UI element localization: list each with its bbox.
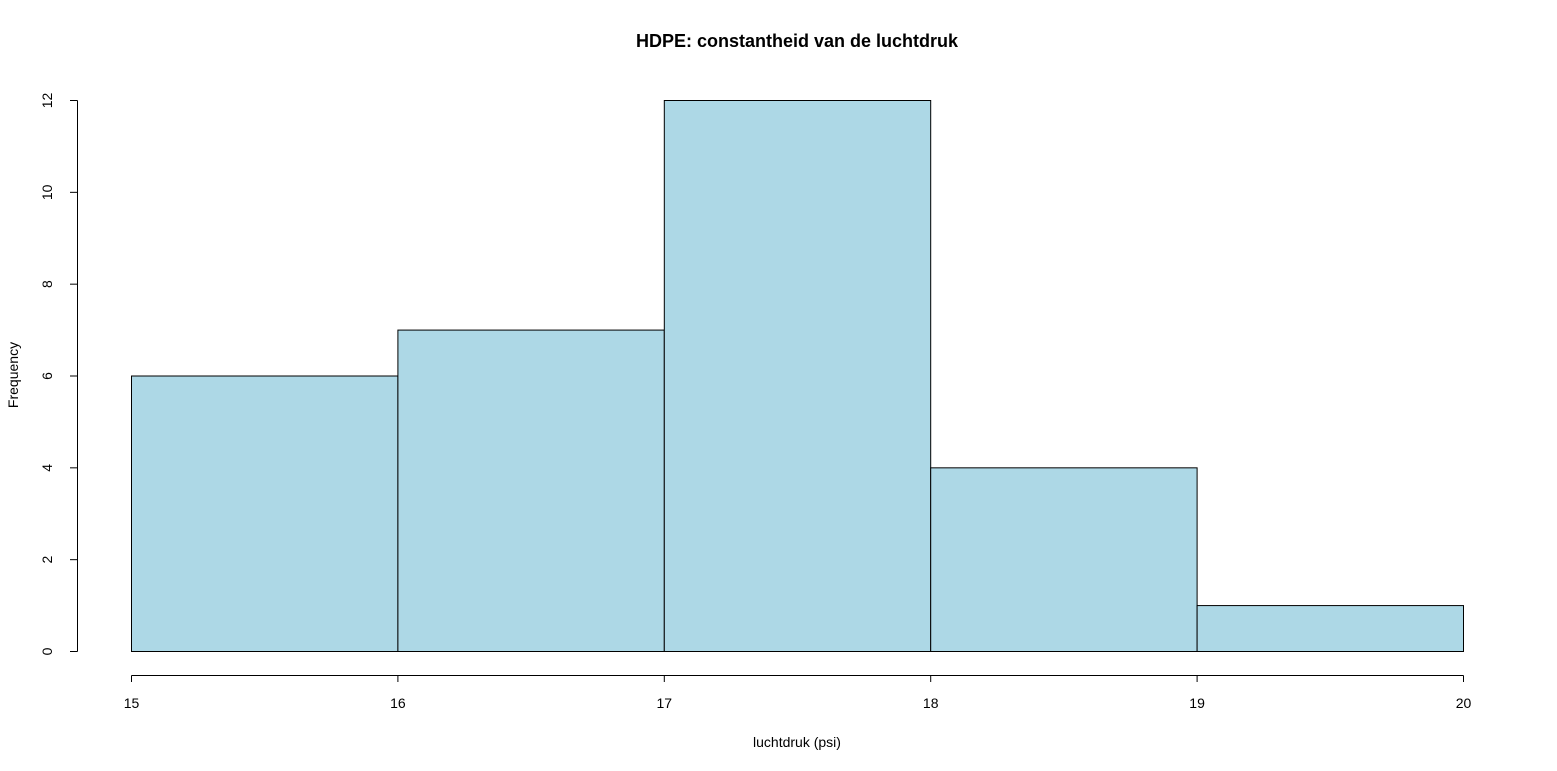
y-axis: 0 2 4 6 8 10 12 bbox=[39, 93, 78, 655]
chart-title: HDPE: constantheid van de luchtdruk bbox=[636, 31, 959, 51]
y-axis-label: Frequency bbox=[5, 342, 21, 408]
y-tick-label: 6 bbox=[39, 372, 55, 380]
y-tick-label: 10 bbox=[39, 184, 55, 200]
histogram-bar bbox=[663, 100, 932, 652]
histogram-bar bbox=[131, 375, 399, 652]
y-tick-label: 0 bbox=[39, 647, 55, 655]
y-tick-label: 8 bbox=[39, 280, 55, 288]
x-tick-label: 20 bbox=[1456, 695, 1472, 711]
x-tick-label: 18 bbox=[923, 695, 939, 711]
histogram-bar bbox=[930, 467, 1198, 653]
x-tick-label: 16 bbox=[390, 695, 406, 711]
y-tick-label: 12 bbox=[39, 93, 55, 109]
bars-group bbox=[131, 100, 1464, 653]
x-tick-label: 17 bbox=[657, 695, 673, 711]
x-axis: 15 16 17 18 19 20 bbox=[124, 675, 1472, 711]
y-tick-label: 2 bbox=[39, 556, 55, 564]
x-tick-label: 19 bbox=[1189, 695, 1205, 711]
histogram-bar bbox=[397, 329, 665, 652]
x-tick-label: 15 bbox=[124, 695, 140, 711]
histogram-bar bbox=[1196, 605, 1464, 652]
y-tick-label: 4 bbox=[39, 464, 55, 472]
x-axis-label: luchtdruk (psi) bbox=[753, 734, 841, 750]
